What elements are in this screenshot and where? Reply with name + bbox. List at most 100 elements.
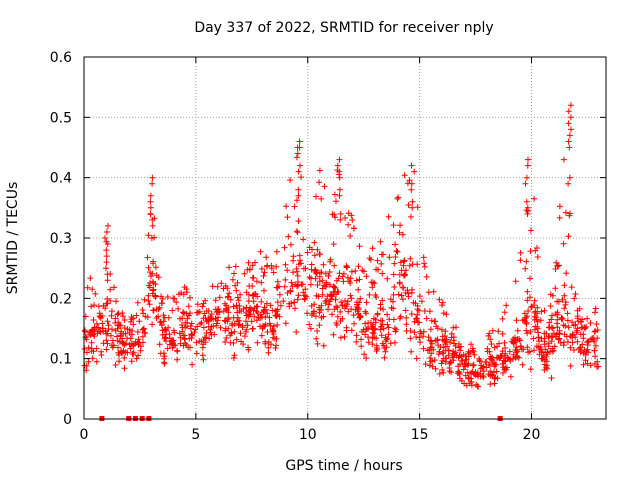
data-point: [147, 210, 154, 217]
data-point: [141, 296, 148, 303]
data-point: [519, 317, 526, 324]
data-point: [145, 297, 152, 304]
data-point: [234, 294, 241, 301]
data-point: [212, 297, 219, 304]
data-point: [381, 354, 388, 361]
data-point: [506, 348, 513, 355]
data-point: [314, 270, 321, 276]
data-point: [300, 289, 307, 296]
data-point: [139, 326, 146, 333]
data-point: [502, 345, 509, 351]
data-point: [193, 350, 200, 357]
data-point: [296, 252, 303, 259]
data-point: [134, 329, 141, 335]
data-point: [523, 319, 530, 326]
data-point: [486, 348, 493, 355]
data-point: [499, 330, 506, 337]
data-point: [215, 314, 221, 321]
data-point: [445, 352, 452, 359]
data-point: [130, 342, 137, 349]
data-point: [313, 193, 319, 200]
data-point: [237, 330, 244, 337]
data-point: [583, 323, 590, 330]
data-point: [314, 328, 321, 334]
data-point: [207, 327, 214, 333]
data-point: [264, 329, 271, 335]
data-point: [398, 267, 405, 274]
data-point: [120, 347, 127, 354]
data-point: [318, 195, 325, 202]
data-point: [124, 349, 131, 356]
data-point: [418, 298, 425, 305]
data-point: [549, 325, 556, 332]
data-point: [241, 270, 248, 277]
data-point: [446, 368, 453, 375]
data-point: [288, 300, 295, 307]
data-point: [356, 299, 363, 306]
data-point: [337, 216, 344, 223]
data-point: [507, 373, 514, 380]
data-point: [353, 277, 360, 284]
data-point: [150, 286, 157, 293]
data-point: [403, 328, 410, 334]
data-point: [267, 302, 274, 309]
data-point: [569, 339, 576, 346]
data-point: [324, 293, 331, 300]
data-point: [316, 167, 323, 174]
data-point: [408, 162, 415, 169]
data-point: [434, 336, 441, 343]
data-point: [267, 322, 274, 329]
data-point: [385, 324, 392, 331]
data-point: [313, 335, 320, 342]
data-point: [347, 280, 354, 286]
data-point: [379, 270, 386, 277]
data-point: [233, 336, 240, 343]
data-point: [332, 214, 339, 221]
data-point: [531, 297, 538, 304]
data-point: [480, 374, 487, 381]
data-point: [333, 277, 340, 284]
data-point: [592, 328, 599, 335]
data-point: [249, 292, 256, 299]
data-point: [307, 281, 314, 288]
data-point: [333, 322, 340, 328]
data-point: [220, 285, 227, 292]
data-point: [332, 296, 339, 303]
data-point: [264, 310, 271, 317]
data-point: [133, 355, 140, 362]
data-point: [408, 311, 415, 317]
data-point: [249, 283, 256, 290]
data-point: [161, 360, 168, 367]
data-point: [232, 263, 239, 270]
data-point: [104, 241, 111, 247]
data-point: [202, 297, 209, 304]
data-point: [433, 337, 440, 344]
data-point: [102, 235, 108, 241]
data-point: [320, 261, 327, 268]
data-point: [396, 271, 403, 278]
data-point: [369, 284, 376, 291]
data-point: [592, 342, 599, 349]
data-point: [384, 321, 391, 328]
data-point: [115, 344, 121, 351]
data-point: [149, 216, 156, 223]
data-point: [273, 335, 280, 342]
data-point: [400, 296, 406, 303]
data-point: [316, 322, 323, 329]
data-point: [226, 264, 233, 271]
data-point: [482, 359, 489, 366]
data-point: [230, 355, 237, 361]
data-point: [517, 343, 524, 350]
x-tick-label: 5: [191, 427, 200, 443]
data-point: [377, 317, 384, 324]
data-point: [223, 335, 230, 341]
data-point: [170, 327, 177, 334]
data-point: [578, 324, 585, 331]
data-point: [274, 278, 281, 285]
data-point: [471, 351, 478, 358]
data-point: [594, 335, 601, 342]
data-point: [547, 303, 554, 309]
data-point: [294, 268, 300, 275]
data-point: [385, 331, 392, 338]
data-point: [298, 174, 305, 181]
